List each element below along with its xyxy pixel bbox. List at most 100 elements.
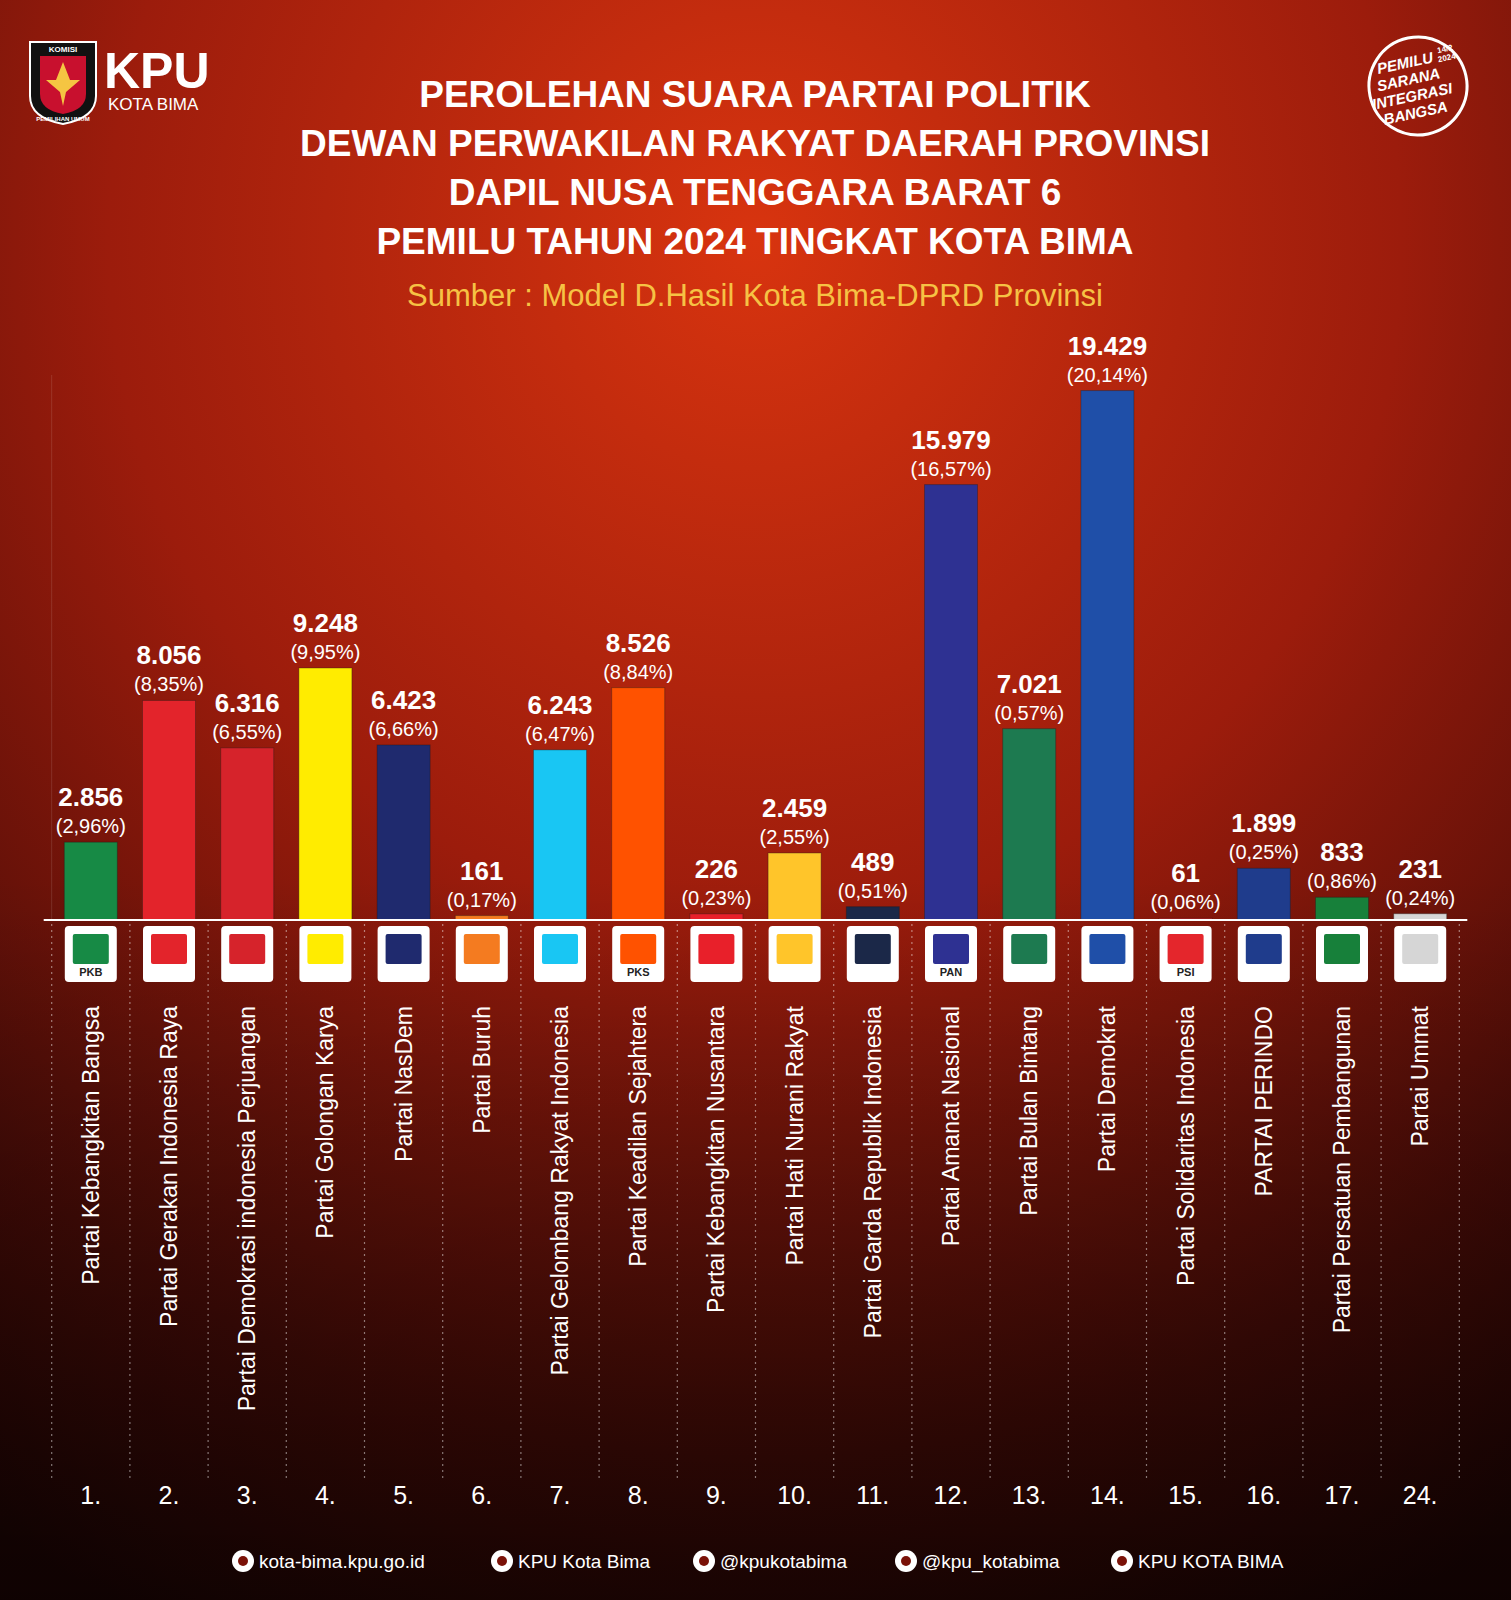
bar <box>299 668 352 920</box>
party-number: 16. <box>1246 1481 1281 1509</box>
chart: KOMISIPEMILIHAN UMUMKPUKOTA BIMAPEMILUSA… <box>0 0 1511 1600</box>
percentage-label: (0,06%) <box>1151 891 1221 913</box>
percentage-label: (2,55%) <box>760 826 830 848</box>
data-label: 231 <box>1399 854 1442 884</box>
logo-box <box>456 926 508 982</box>
logo-label: PKB <box>79 966 102 978</box>
data-label: 161 <box>460 856 503 886</box>
text: BANGSA <box>1382 98 1449 128</box>
background-shade <box>0 0 1511 1600</box>
percentage-label: (9,95%) <box>290 641 360 663</box>
column-separator <box>911 924 912 1480</box>
category-label: Partai Gelombang Rakyat Indonesia <box>547 1006 573 1376</box>
data-label: 19.429 <box>1068 331 1148 361</box>
footer-item: KPU Kota Bima <box>491 1550 650 1572</box>
column-separator <box>833 924 834 1480</box>
party-logo: PSI <box>1160 926 1212 982</box>
party-logo <box>1081 926 1133 982</box>
bar <box>1316 897 1369 920</box>
category-label: Partai Persatuan Pembangunan <box>1329 1006 1355 1333</box>
logo-box <box>612 926 664 982</box>
data-label: 2.459 <box>762 793 827 823</box>
footer-icon-inner <box>497 1556 507 1566</box>
category-label: Partai Hati Nurani Rakyat <box>782 1005 808 1265</box>
data-label: 1.899 <box>1231 808 1296 838</box>
footer-item: KPU KOTA BIMA <box>1111 1550 1284 1572</box>
logo-emblem <box>542 934 578 964</box>
logo-box <box>1003 926 1055 982</box>
data-label: 9.248 <box>293 608 358 638</box>
party-logo: PKB <box>65 926 117 982</box>
party-logo <box>143 926 195 982</box>
data-label: 8.056 <box>136 640 201 670</box>
logo-box <box>1238 926 1290 982</box>
logo-emblem <box>1089 934 1125 964</box>
footer-text: KPU Kota Bima <box>518 1551 650 1572</box>
logo-emblem <box>1168 934 1204 964</box>
text: KOTA BIMA <box>108 95 199 114</box>
logo-box <box>1394 926 1446 982</box>
logo-emblem <box>386 934 422 964</box>
category-label: Partai Solidaritas Indonesia <box>1173 1006 1199 1286</box>
bar <box>534 750 587 920</box>
footer-text: @kpu_kotabima <box>922 1551 1060 1573</box>
category-label: Partai Gerakan Indonesia Raya <box>156 1006 182 1327</box>
party-number: 2. <box>159 1481 180 1509</box>
party-number: 1. <box>80 1481 101 1509</box>
column-separator <box>442 924 443 1480</box>
party-number: 11. <box>856 1481 889 1509</box>
footer-icon-inner <box>901 1556 911 1566</box>
party-logo <box>1238 926 1290 982</box>
column-separator <box>1068 924 1069 1480</box>
party-logo <box>1394 926 1446 982</box>
footer-text: kota-bima.kpu.go.id <box>259 1551 425 1572</box>
data-label: 61 <box>1171 858 1200 888</box>
category-label: PARTAI PERINDO <box>1251 1006 1277 1196</box>
percentage-label: (0,86%) <box>1307 870 1377 892</box>
text: KOMISI <box>49 45 77 54</box>
party-logo <box>847 926 899 982</box>
percentage-label: (8,35%) <box>134 673 204 695</box>
logo-garuda <box>46 62 80 106</box>
category-label: Partai Demokrasi indonesia Perjuangan <box>234 1006 260 1411</box>
bar <box>846 907 899 920</box>
data-label: 6.243 <box>527 690 592 720</box>
column-separator <box>364 924 365 1480</box>
percentage-label: (0,25%) <box>1229 841 1299 863</box>
category-label: Partai Ummat <box>1407 1005 1433 1146</box>
column-separator <box>1146 924 1147 1480</box>
logo-emblem <box>1324 934 1360 964</box>
bar <box>1237 868 1290 920</box>
data-label: 2.856 <box>58 782 123 812</box>
badge: PEMILUSARANAINTEGRASIBANGSA14/22024 <box>1360 28 1476 144</box>
column-separator <box>1224 924 1225 1480</box>
logo-box <box>1316 926 1368 982</box>
footer-icon <box>1111 1550 1133 1572</box>
column-separator <box>755 924 756 1480</box>
logo-box <box>534 926 586 982</box>
category-label: Partai Amanat Nasional <box>938 1006 964 1246</box>
data-label: 833 <box>1320 837 1363 867</box>
logo-box <box>925 926 977 982</box>
column-separator <box>51 924 52 1480</box>
logo-emblem <box>73 934 109 964</box>
party-logo <box>299 926 351 982</box>
party-number: 7. <box>550 1481 571 1509</box>
logo-box <box>769 926 821 982</box>
title: PEROLEHAN SUARA PARTAI POLITIK <box>419 74 1091 115</box>
text: PEMILIHAN UMUM <box>36 116 89 122</box>
logo-box <box>1081 926 1133 982</box>
text: 2024 <box>1437 52 1457 65</box>
column-separator <box>1380 924 1381 1480</box>
footer-icon-inner <box>238 1556 248 1566</box>
category-label: Partai Kebangkitan Nusantara <box>703 1006 729 1313</box>
party-number: 3. <box>237 1481 258 1509</box>
category-label: Partai Bulan Bintang <box>1016 1006 1042 1216</box>
baseline <box>44 919 1468 921</box>
percentage-label: (0,17%) <box>447 889 517 911</box>
data-label: 8.526 <box>606 628 671 658</box>
column-separator <box>129 924 130 1480</box>
bar <box>612 688 665 920</box>
logo-emblem <box>855 934 891 964</box>
footer-icon-inner <box>699 1556 709 1566</box>
